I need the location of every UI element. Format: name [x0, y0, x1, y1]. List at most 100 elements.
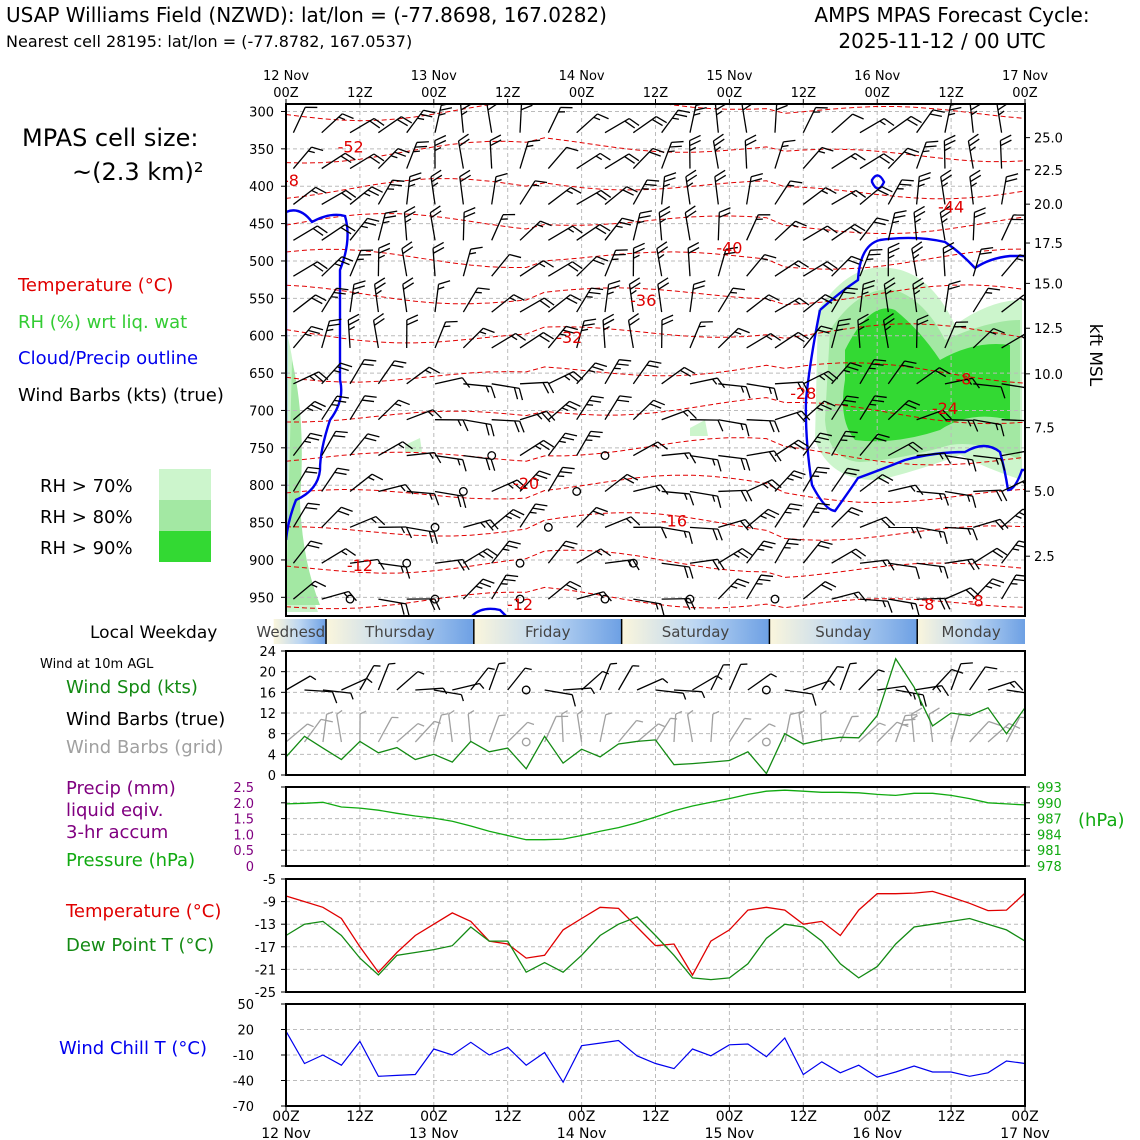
- barb-flag: [432, 409, 442, 419]
- bottom-hour-label: 00Z: [272, 1109, 299, 1125]
- barb-flag: [310, 432, 323, 437]
- barb-flag: [801, 410, 811, 421]
- wind-barb: [685, 594, 695, 604]
- legend-temperature: Temperature (°C): [17, 275, 173, 296]
- barb-flag: [495, 172, 508, 178]
- barb-staff: [972, 547, 998, 564]
- isotherm-label: -8: [968, 591, 984, 610]
- barb-staff: [576, 507, 597, 528]
- wind-barb: [944, 321, 969, 349]
- barb-staff: [433, 689, 462, 696]
- barb-flag: [490, 386, 496, 399]
- temperature-line: [285, 890, 1026, 977]
- wind-barb: [661, 172, 677, 205]
- barb-half: [529, 511, 537, 514]
- bottom-date-label: 17 Nov: [1000, 1126, 1050, 1140]
- barb-flag: [311, 297, 323, 305]
- top-date-label: 12 Nov: [263, 69, 309, 84]
- wind-barb: [292, 540, 323, 564]
- barb-half: [536, 413, 543, 420]
- barb-half: [478, 553, 485, 559]
- barb-flag: [760, 574, 774, 578]
- barb-flag: [616, 363, 629, 366]
- barb-flag: [434, 134, 447, 142]
- wind-barb: [658, 205, 671, 241]
- isotherm-label: -8: [955, 369, 971, 388]
- barb-flag: [633, 242, 645, 249]
- barb-flag: [508, 540, 521, 545]
- barb-flag: [660, 526, 667, 539]
- wind-barb-true: [655, 689, 687, 700]
- isotherm-line: [286, 397, 1025, 425]
- barb-flag: [688, 246, 700, 254]
- barb-flag: [874, 395, 887, 399]
- barb-half: [630, 289, 637, 295]
- barb-flag: [513, 294, 525, 301]
- weekday-band-friday: [473, 619, 622, 644]
- wind-barb-true: [839, 662, 857, 691]
- pressure-tick-label: 750: [249, 442, 274, 457]
- wind-barb: [321, 189, 357, 206]
- barb-flag: [364, 437, 377, 442]
- barb-flag: [745, 386, 751, 399]
- wind-barb-true: [673, 689, 706, 699]
- wind-speed-line: [285, 657, 1026, 775]
- wind-barb: [519, 139, 541, 169]
- barb-flag: [717, 459, 722, 472]
- barb-flag: [741, 547, 753, 556]
- barb-staff: [859, 598, 888, 602]
- barb-flag: [893, 214, 906, 219]
- barb-flag: [744, 519, 754, 530]
- barb-half: [740, 385, 745, 393]
- barb-flag: [935, 369, 947, 378]
- isotherm-label: -12: [507, 595, 533, 614]
- barb-flag: [649, 360, 662, 364]
- barb-half: [1040, 510, 1047, 516]
- barb-flag: [305, 106, 318, 109]
- barb-flag: [378, 242, 391, 249]
- pressure-tick-label: 950: [249, 591, 274, 606]
- barb-staff: [632, 212, 641, 241]
- barb-half: [461, 110, 468, 116]
- barb-flag: [943, 566, 949, 579]
- barb-flag: [1053, 690, 1058, 701]
- wind-barb: [916, 140, 939, 169]
- weekday-band-sunday: [769, 619, 918, 644]
- barb-flag: [485, 423, 490, 436]
- wind-barb: [802, 261, 838, 277]
- kft-tick-label: 20.0: [1034, 198, 1063, 213]
- wind-barb: [831, 113, 864, 134]
- barb-half: [534, 445, 542, 450]
- barb-flag: [734, 581, 746, 588]
- barb-flag: [600, 189, 612, 198]
- barb-flag: [988, 720, 1001, 726]
- barb-staff: [633, 484, 661, 493]
- wind-barb-true: [914, 685, 949, 697]
- barb-staff: [1030, 298, 1054, 312]
- wind-barb: [576, 224, 611, 241]
- barb-flag: [485, 458, 491, 471]
- barb-half: [341, 550, 348, 556]
- barb-half: [941, 218, 948, 224]
- wind-barb-true: [507, 667, 532, 691]
- wind-barb: [632, 179, 660, 205]
- barb-flag: [948, 285, 961, 290]
- barb-flag: [944, 598, 951, 610]
- wind-barb: [321, 430, 348, 456]
- barb-flag: [373, 153, 385, 162]
- barb-staff: [888, 598, 916, 605]
- barb-flag: [562, 544, 575, 549]
- barb-half: [413, 150, 420, 153]
- barb-flag: [700, 321, 713, 323]
- barb-half: [558, 111, 565, 113]
- barb-flag: [996, 547, 1008, 556]
- barb-flag: [798, 297, 810, 306]
- wind-barb: [519, 331, 554, 349]
- barb-flag: [629, 277, 641, 285]
- barb-flag: [459, 169, 471, 178]
- wind-barb: [1030, 500, 1057, 534]
- wind-barb: [831, 395, 859, 421]
- barb-flag: [312, 263, 324, 272]
- barb-flag: [567, 263, 579, 272]
- wind-barb: [406, 409, 442, 421]
